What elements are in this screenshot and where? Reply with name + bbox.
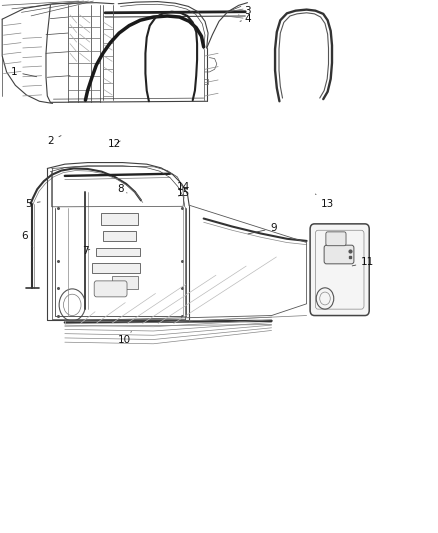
Text: 7: 7 (82, 246, 90, 255)
Text: 11: 11 (352, 257, 374, 267)
Bar (112, 276, 138, 289)
Bar (103, 231, 136, 241)
Text: 1: 1 (11, 67, 37, 77)
Text: 5: 5 (25, 199, 40, 208)
Text: 15: 15 (177, 188, 190, 198)
Text: 8: 8 (117, 184, 127, 194)
FancyBboxPatch shape (94, 281, 127, 297)
FancyBboxPatch shape (326, 232, 346, 246)
Text: 2: 2 (47, 135, 61, 146)
Text: 14: 14 (177, 182, 190, 191)
Text: 13: 13 (315, 194, 334, 208)
Text: 9: 9 (248, 223, 277, 234)
Text: 10: 10 (118, 332, 131, 345)
FancyBboxPatch shape (310, 224, 369, 316)
Text: 12: 12 (108, 139, 121, 149)
Bar (96, 248, 140, 256)
Bar (101, 213, 138, 225)
Text: 3: 3 (239, 6, 251, 15)
Bar (92, 263, 140, 273)
FancyBboxPatch shape (324, 245, 354, 264)
Text: 4: 4 (240, 14, 251, 23)
Text: 6: 6 (21, 231, 33, 248)
